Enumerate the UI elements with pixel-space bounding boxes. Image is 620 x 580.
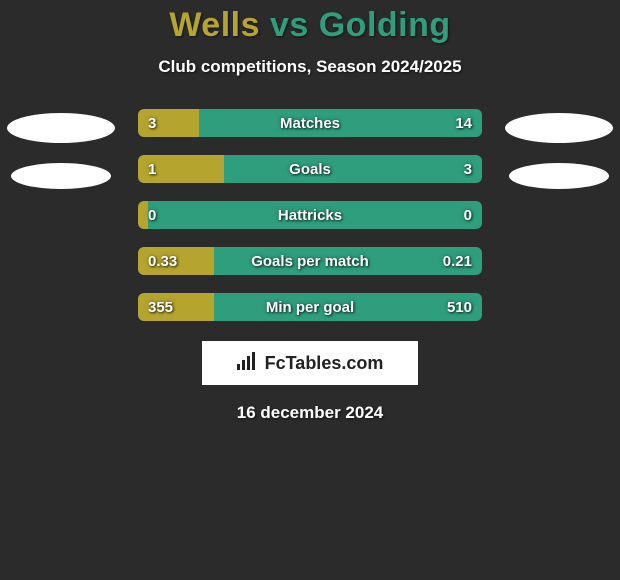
vs-sep: vs — [270, 6, 319, 44]
subtitle: Club competitions, Season 2024/2025 — [0, 57, 620, 77]
stat-bar: 0.33 Goals per match 0.21 — [138, 247, 482, 275]
stat-bar: 1 Goals 3 — [138, 155, 482, 183]
stat-label: Min per goal — [266, 293, 354, 321]
left-badge-2 — [11, 163, 111, 189]
stat-value-right: 510 — [447, 293, 472, 321]
comparison-infographic: Wells vs Golding Club competitions, Seas… — [0, 0, 620, 423]
stat-label: Hattricks — [278, 201, 342, 229]
stat-label: Goals — [289, 155, 331, 183]
stat-bar: 355 Min per goal 510 — [138, 293, 482, 321]
right-badge-2 — [509, 163, 609, 189]
stat-label: Goals per match — [251, 247, 369, 275]
left-badge-slot — [2, 109, 120, 189]
brand-box: FcTables.com — [202, 341, 418, 385]
left-badge-1 — [7, 113, 115, 143]
stat-value-left: 0 — [148, 201, 156, 229]
stat-value-left: 1 — [148, 155, 156, 183]
stat-value-right: 3 — [464, 155, 472, 183]
stat-value-right: 0 — [464, 201, 472, 229]
bars-column: 3 Matches 14 1 Goals 3 0 Hattricks 0 0.33 Goals pe… — [138, 109, 482, 321]
right-badge-slot — [500, 109, 618, 189]
stat-bar: 3 Matches 14 — [138, 109, 482, 137]
stat-bar: 0 Hattricks 0 — [138, 201, 482, 229]
stat-bar-fill — [138, 201, 148, 229]
brand-text: FcTables.com — [265, 353, 384, 374]
right-badge-1 — [505, 113, 613, 143]
stat-value-right: 0.21 — [443, 247, 472, 275]
page-title: Wells vs Golding — [0, 6, 620, 45]
content-row: 3 Matches 14 1 Goals 3 0 Hattricks 0 0.33 Goals pe… — [0, 109, 620, 321]
player2-name: Golding — [319, 6, 451, 44]
stat-value-left: 0.33 — [148, 247, 177, 275]
stat-label: Matches — [280, 109, 340, 137]
player1-name: Wells — [169, 6, 260, 44]
bar-chart-icon — [237, 352, 259, 375]
stat-value-left: 3 — [148, 109, 156, 137]
stat-value-right: 14 — [455, 109, 472, 137]
stat-value-left: 355 — [148, 293, 173, 321]
date: 16 december 2024 — [0, 403, 620, 423]
